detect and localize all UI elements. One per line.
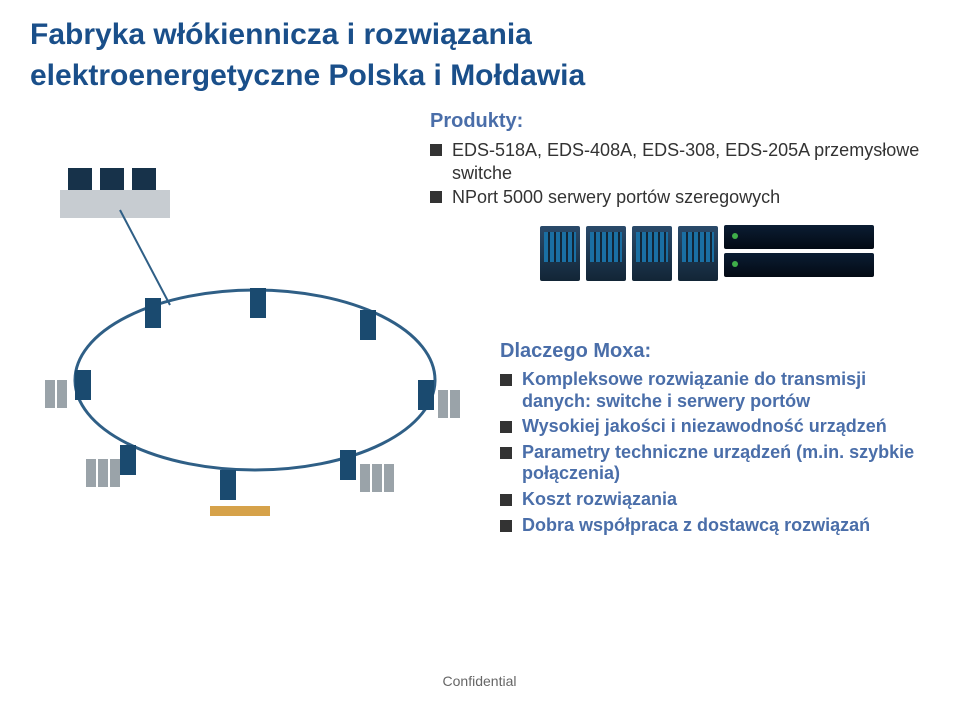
why-item-text: Koszt rozwiązania: [522, 489, 677, 511]
bullet-icon: [430, 191, 442, 203]
bullet-icon: [500, 494, 512, 506]
ring-node: [210, 470, 270, 516]
why-heading: Dlaczego Moxa:: [500, 340, 930, 363]
bullet-icon: [500, 447, 512, 459]
list-item: Parametry techniczne urządzeń (m.in. szy…: [500, 442, 930, 485]
switch-image: [586, 226, 626, 281]
why-section: Dlaczego Moxa: Kompleksowe rozwiązanie d…: [500, 340, 930, 540]
switch-image: [678, 226, 718, 281]
list-item: EDS-518A, EDS-408A, EDS-308, EDS-205A pr…: [430, 139, 930, 184]
rack-server-image: [724, 225, 874, 281]
list-item: Dobra współpraca z dostawcą rozwiązań: [500, 515, 930, 537]
why-item-text: Dobra współpraca z dostawcą rozwiązań: [522, 515, 870, 537]
why-item-text: Kompleksowe rozwiązanie do transmisji da…: [522, 369, 930, 412]
products-heading: Produkty:: [430, 110, 930, 133]
products-list: EDS-518A, EDS-408A, EDS-308, EDS-205A pr…: [430, 139, 930, 209]
ring-node: [340, 450, 394, 492]
switch-image: [540, 226, 580, 281]
why-list: Kompleksowe rozwiązanie do transmisji da…: [500, 369, 930, 536]
product-item-text: NPort 5000 serwery portów szeregowych: [452, 186, 780, 209]
page-title-line2: elektroenergetyczne Polska i Mołdawia: [30, 59, 929, 93]
why-item-text: Wysokiej jakości i niezawodność urządzeń: [522, 416, 887, 438]
list-item: Koszt rozwiązania: [500, 489, 930, 511]
ring-node: [145, 298, 161, 328]
why-item-text: Parametry techniczne urządzeń (m.in. szy…: [522, 442, 930, 485]
ring-node: [250, 288, 266, 318]
product-images: [540, 225, 874, 281]
bullet-icon: [430, 144, 442, 156]
list-item: Kompleksowe rozwiązanie do transmisji da…: [500, 369, 930, 412]
ring-node: [45, 370, 91, 408]
list-item: Wysokiej jakości i niezawodność urządzeń: [500, 416, 930, 438]
product-item-text: EDS-518A, EDS-408A, EDS-308, EDS-205A pr…: [452, 139, 930, 184]
ring-node: [360, 310, 376, 340]
page-title-line1: Fabryka włókiennicza i rozwiązania: [30, 18, 929, 53]
list-item: NPort 5000 serwery portów szeregowych: [430, 186, 930, 209]
bullet-icon: [500, 421, 512, 433]
bullet-icon: [500, 374, 512, 386]
slide: Fabryka włókiennicza i rozwiązania elekt…: [0, 0, 959, 709]
ring-node: [86, 445, 136, 487]
network-diagram: [20, 130, 490, 560]
bullet-icon: [500, 520, 512, 532]
switch-image: [632, 226, 672, 281]
footer-confidential: Confidential: [0, 673, 959, 689]
products-section: Produkty: EDS-518A, EDS-408A, EDS-308, E…: [430, 110, 930, 211]
